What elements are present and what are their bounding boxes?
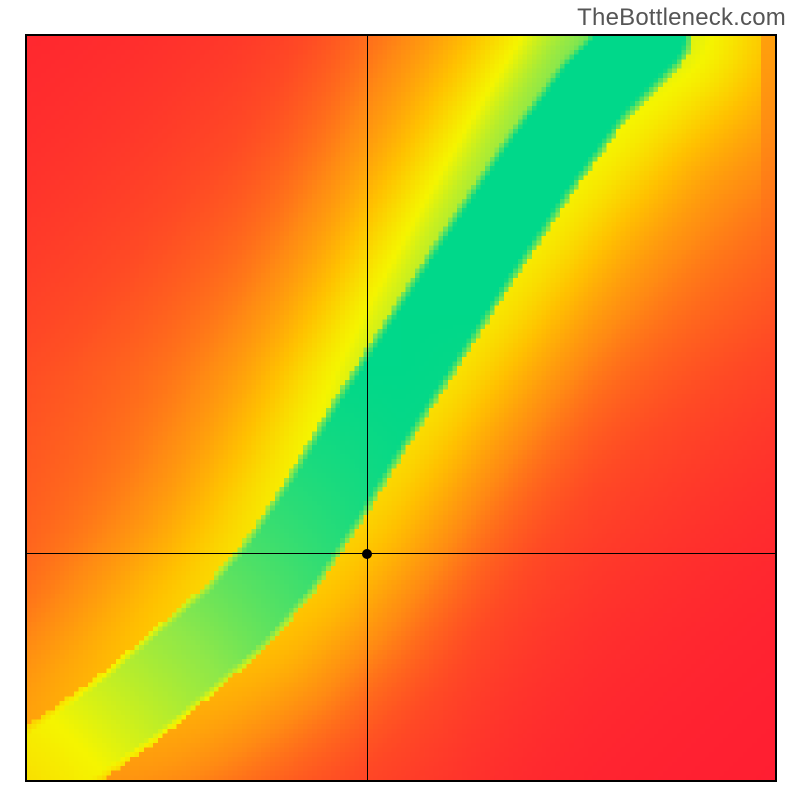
crosshair-horizontal — [27, 553, 775, 554]
chart-container: TheBottleneck.com — [0, 0, 800, 800]
data-point-marker — [362, 549, 372, 559]
plot-border — [25, 34, 777, 782]
crosshair-vertical — [367, 36, 368, 780]
watermark-text: TheBottleneck.com — [577, 4, 786, 32]
